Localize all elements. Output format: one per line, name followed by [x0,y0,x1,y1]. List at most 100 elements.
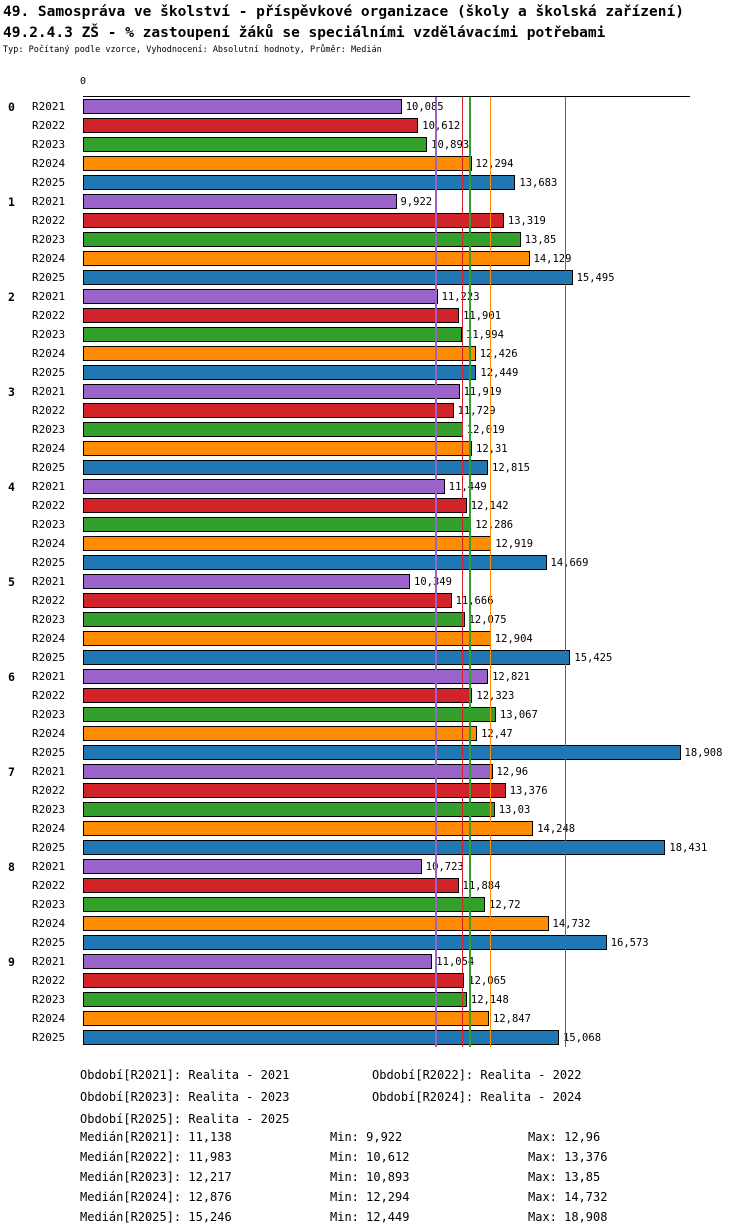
bar-value-label: 13,319 [507,214,546,227]
series-label: R2023 [32,423,66,436]
stat-median: Medián[R2022]: 11,983 [80,1150,232,1164]
bar-r2022-group-1 [83,213,504,228]
stat-max: Max: 13,85 [528,1170,601,1184]
series-label: R2021 [32,100,66,113]
bar-value-label: 13,03 [498,803,531,816]
bar-row: R2024 12,847 [0,1009,750,1028]
series-label: R2025 [32,556,66,569]
stat-median: Medián[R2025]: 15,246 [80,1210,232,1224]
series-label: R2022 [32,974,66,987]
bar-value-label: 12,31 [476,442,508,455]
bar-row: 3 R2021 11,919 [0,382,750,401]
series-label: R2024 [32,727,66,740]
series-label: R2022 [32,214,66,227]
bar-row: 9 R2021 11,054 [0,952,750,971]
bar-row: 8 R2021 10,723 [0,857,750,876]
bar-row: 6 R2021 12,821 [0,667,750,686]
series-label: R2023 [32,518,66,531]
bar-value-label: 14,129 [533,252,572,265]
bar-value-label: 18,431 [669,841,708,854]
bar-row: R2025 15,425 [0,648,750,667]
bar-r2023-group-7 [83,802,495,817]
bar-row: R2023 12,019 [0,420,750,439]
bar-value-label: 11,223 [441,290,480,303]
bar-r2024-group-6 [83,726,478,741]
series-label: R2024 [32,632,66,645]
stat-median: Medián[R2021]: 11,138 [80,1130,232,1144]
bar-row: R2024 12,47 [0,724,750,743]
stat-median: Medián[R2024]: 12,876 [80,1190,232,1204]
stat-max: Max: 13,376 [528,1150,608,1164]
bar-row: R2025 18,908 [0,743,750,762]
legend-item: Období[R2021]: Realita - 2021 [80,1068,290,1082]
bar-value-label: 12,075 [468,613,507,626]
bar-r2022-group-0 [83,118,419,133]
stat-min: Min: 12,294 [330,1190,410,1204]
bar-r2022-group-2 [83,308,460,323]
bar-value-label: 12,286 [475,518,514,531]
bar-r2025-group-7 [83,840,666,855]
bar-r2024-group-0 [83,156,472,171]
bar-value-label: 12,449 [480,366,519,379]
series-label: R2023 [32,138,66,151]
bar-row: R2022 11,884 [0,876,750,895]
group-label: 5 [8,574,15,589]
bar-row: 4 R2021 11,449 [0,477,750,496]
series-label: R2024 [32,537,66,550]
legend-item: Období[R2022]: Realita - 2022 [372,1068,582,1082]
series-label: R2025 [32,1031,66,1044]
bar-r2024-group-4 [83,536,492,551]
series-label: R2024 [32,347,66,360]
series-label: R2024 [32,917,66,930]
bar-r2024-group-9 [83,1011,489,1026]
series-label: R2025 [32,271,66,284]
bar-value-label: 12,72 [489,898,521,911]
stat-max: Max: 12,96 [528,1130,601,1144]
series-label: R2023 [32,803,66,816]
bar-value-label: 13,85 [524,233,557,246]
bar-row: R2025 13,683 [0,173,750,192]
group-label: 4 [8,479,15,494]
bar-row: R2025 15,495 [0,268,750,287]
bar-value-label: 11,919 [463,385,502,398]
series-label: R2023 [32,233,66,246]
bar-r2021-group-3 [83,384,460,399]
bar-value-label: 11,884 [462,879,501,892]
series-label: R2024 [32,252,66,265]
series-label: R2024 [32,1012,66,1025]
bar-row: R2024 14,129 [0,249,750,268]
series-label: R2023 [32,898,66,911]
bar-value-label: 11,729 [457,404,496,417]
legend-item: Období[R2025]: Realita - 2025 [80,1112,290,1126]
bar-value-label: 12,019 [466,423,505,436]
series-label: R2021 [32,575,66,588]
bar-row: 7 R2021 12,96 [0,762,750,781]
bar-r2021-group-5 [83,574,410,589]
bar-r2025-group-3 [83,460,488,475]
plot-rows: 0 R2021 10,085 R2022 10,612 R2023 10,893 R2024 1… [0,97,750,1047]
bar-row: R2022 11,901 [0,306,750,325]
group-label: 9 [8,954,15,969]
bar-r2022-group-5 [83,593,452,608]
bar-r2024-group-7 [83,821,534,836]
bar-value-label: 11,449 [448,480,487,493]
stat-median: Medián[R2023]: 12,217 [80,1170,232,1184]
page-title-line1: 49. Samospráva ve školství - příspěvkové… [3,4,684,20]
bar-value-label: 12,47 [481,727,513,740]
bar-value-label: 12,323 [476,689,515,702]
series-label: R2023 [32,613,66,626]
bar-r2022-group-3 [83,403,454,418]
bar-r2021-group-2 [83,289,438,304]
bar-value-label: 18,908 [684,746,723,759]
bar-row: R2023 13,067 [0,705,750,724]
page-title-line2: 49.2.4.3 ZŠ - % zastoupení žáků se speci… [3,25,606,41]
bar-value-label: 12,847 [493,1012,531,1025]
bar-row: R2023 12,286 [0,515,750,534]
bar-r2025-group-1 [83,270,573,285]
bar-r2024-group-3 [83,441,472,456]
series-label: R2022 [32,404,66,417]
series-label: R2021 [32,860,66,873]
bar-r2022-group-6 [83,688,473,703]
bar-r2023-group-0 [83,137,428,152]
series-label: R2021 [32,290,66,303]
